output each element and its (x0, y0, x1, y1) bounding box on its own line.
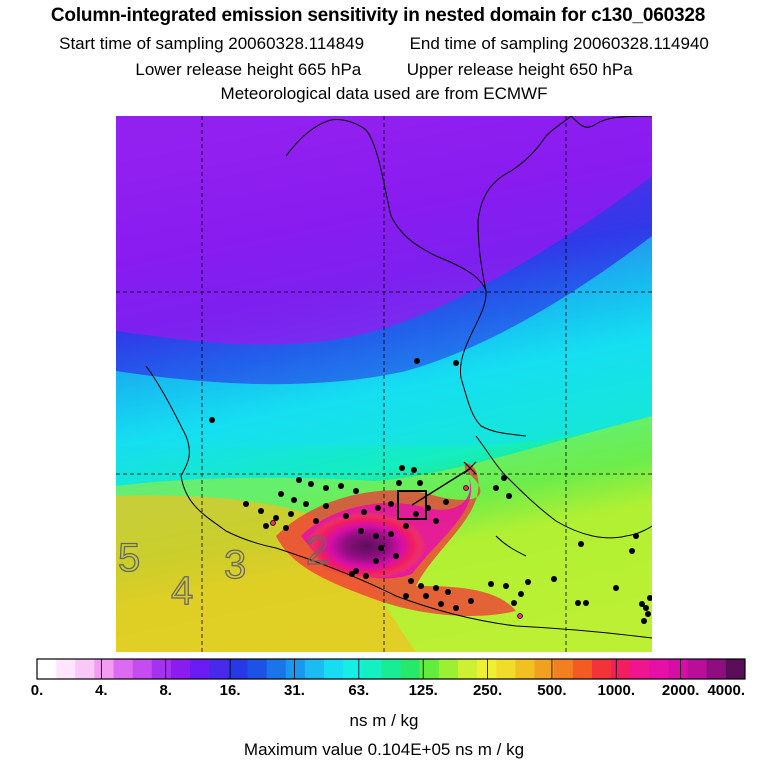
colorbar-swatch (56, 659, 76, 679)
colorbar-swatch (553, 659, 574, 679)
colorbar-swatch (400, 659, 421, 679)
colorbar-swatch (228, 659, 248, 679)
colorbar-swatch (419, 659, 440, 679)
colorbar-tick-label: 4000. (707, 682, 745, 696)
met-data-note: Meteorological data used are from ECMWF (220, 84, 548, 103)
release-heights: Lower release height 665 hPa Upper relea… (0, 60, 768, 80)
colorbar-swatch (94, 659, 114, 679)
colorbar-swatch (151, 659, 172, 679)
colorbar-swatch (75, 659, 95, 679)
plot-title: Column-integrated emission sensitivity i… (50, 5, 706, 26)
colorbar-swatch (649, 659, 669, 679)
start-time-label: Start time of sampling (59, 34, 224, 53)
colorbar-tick-label: 8. (159, 682, 172, 696)
day-label-3: 3 (224, 543, 246, 587)
colorbar-tick-label: 500. (537, 682, 566, 696)
colorbar-swatch (591, 659, 612, 679)
sampling-times: Start time of sampling 20060328.114849 E… (0, 34, 768, 54)
colorbar-swatch (438, 659, 459, 679)
colorbar-swatch (706, 659, 727, 679)
field-plume-core (306, 512, 426, 580)
colorbar-swatch (304, 659, 325, 679)
field-band-yellow (116, 495, 416, 652)
colorbar-swatch (113, 659, 134, 679)
colorbar-swatch (515, 659, 535, 679)
colorbar-swatch (457, 659, 478, 679)
colorbar-swatch (572, 659, 593, 679)
end-time-label: End time of sampling (409, 34, 569, 53)
colorbar-swatch (190, 659, 210, 679)
lower-release-label: Lower release height (135, 60, 294, 79)
field-band-cyan (116, 236, 652, 446)
highlighted-points (270, 485, 523, 619)
colorbar-swatches (37, 659, 746, 679)
colorbar-swatch (132, 659, 153, 679)
colorbar-swatch (496, 659, 516, 679)
colorbar-swatch (362, 659, 382, 679)
colorbar-swatch (477, 659, 497, 679)
colorbar-swatch (37, 659, 57, 679)
day-label-5: 5 (118, 536, 140, 580)
colorbar-tick-label: 4. (95, 682, 108, 696)
colorbar-tick-label: 125. (409, 682, 438, 696)
colorbar-swatch (285, 659, 306, 679)
receptor-box (397, 490, 427, 520)
sensitivity-map: 5 4 3 2 (116, 116, 652, 652)
lat-lon-grid (116, 116, 652, 652)
colorbar-swatch (534, 659, 555, 679)
colorbar-swatch (209, 659, 229, 679)
colorbar-tick-label: 250. (473, 682, 502, 696)
day-labels: 5 4 3 2 (117, 528, 329, 613)
colorbar-tick-label: 0. (31, 682, 44, 696)
upper-release-label: Upper release height (406, 60, 565, 79)
colorbar-ticks: 0. 4. 8. 16. 31. 63. 125. 250. 500. 1000. 2000. 400… (31, 659, 746, 696)
colorbar-tick-label: 2000. (662, 682, 700, 696)
max-value-note: Maximum value 0.104E+05 ns m / kg (243, 740, 525, 759)
upper-release-value: 650 hPa (569, 60, 633, 79)
colorbar-swatch (170, 659, 191, 679)
colorbar-swatch (324, 659, 344, 679)
day-label-2: 2 (306, 529, 328, 573)
colorbar-swatch (266, 659, 287, 679)
colorbar-tick-label: 63. (348, 682, 369, 696)
start-time-value: 20060328.114849 (228, 34, 365, 53)
colorbar-swatch (343, 659, 363, 679)
trajectory-line (411, 467, 472, 506)
colorbar-swatch (668, 659, 688, 679)
colorbar-swatch (630, 659, 650, 679)
cluster-points (209, 358, 652, 624)
colorbar-swatch (247, 659, 268, 679)
colorbar-swatch (381, 659, 401, 679)
colorbar-tick-label: 1000. (597, 682, 635, 696)
colorbar-swatch (725, 659, 746, 679)
colorbar: 0. 4. 8. 16. 31. 63. 125. 250. 500. 1000. 2000. 400… (31, 658, 746, 696)
colorbar-units: ns m / kg (349, 711, 419, 730)
colorbar-tick-label: 31. (284, 682, 305, 696)
colorbar-tick-label: 16. (220, 682, 241, 696)
day-label-4: 4 (171, 569, 193, 613)
colorbar-swatch (687, 659, 708, 679)
lower-release-value: 665 hPa (297, 60, 362, 79)
trajectory-end-marker (463, 461, 477, 475)
colorbar-swatch (611, 659, 631, 679)
end-time-value: 20060328.114940 (573, 34, 709, 53)
